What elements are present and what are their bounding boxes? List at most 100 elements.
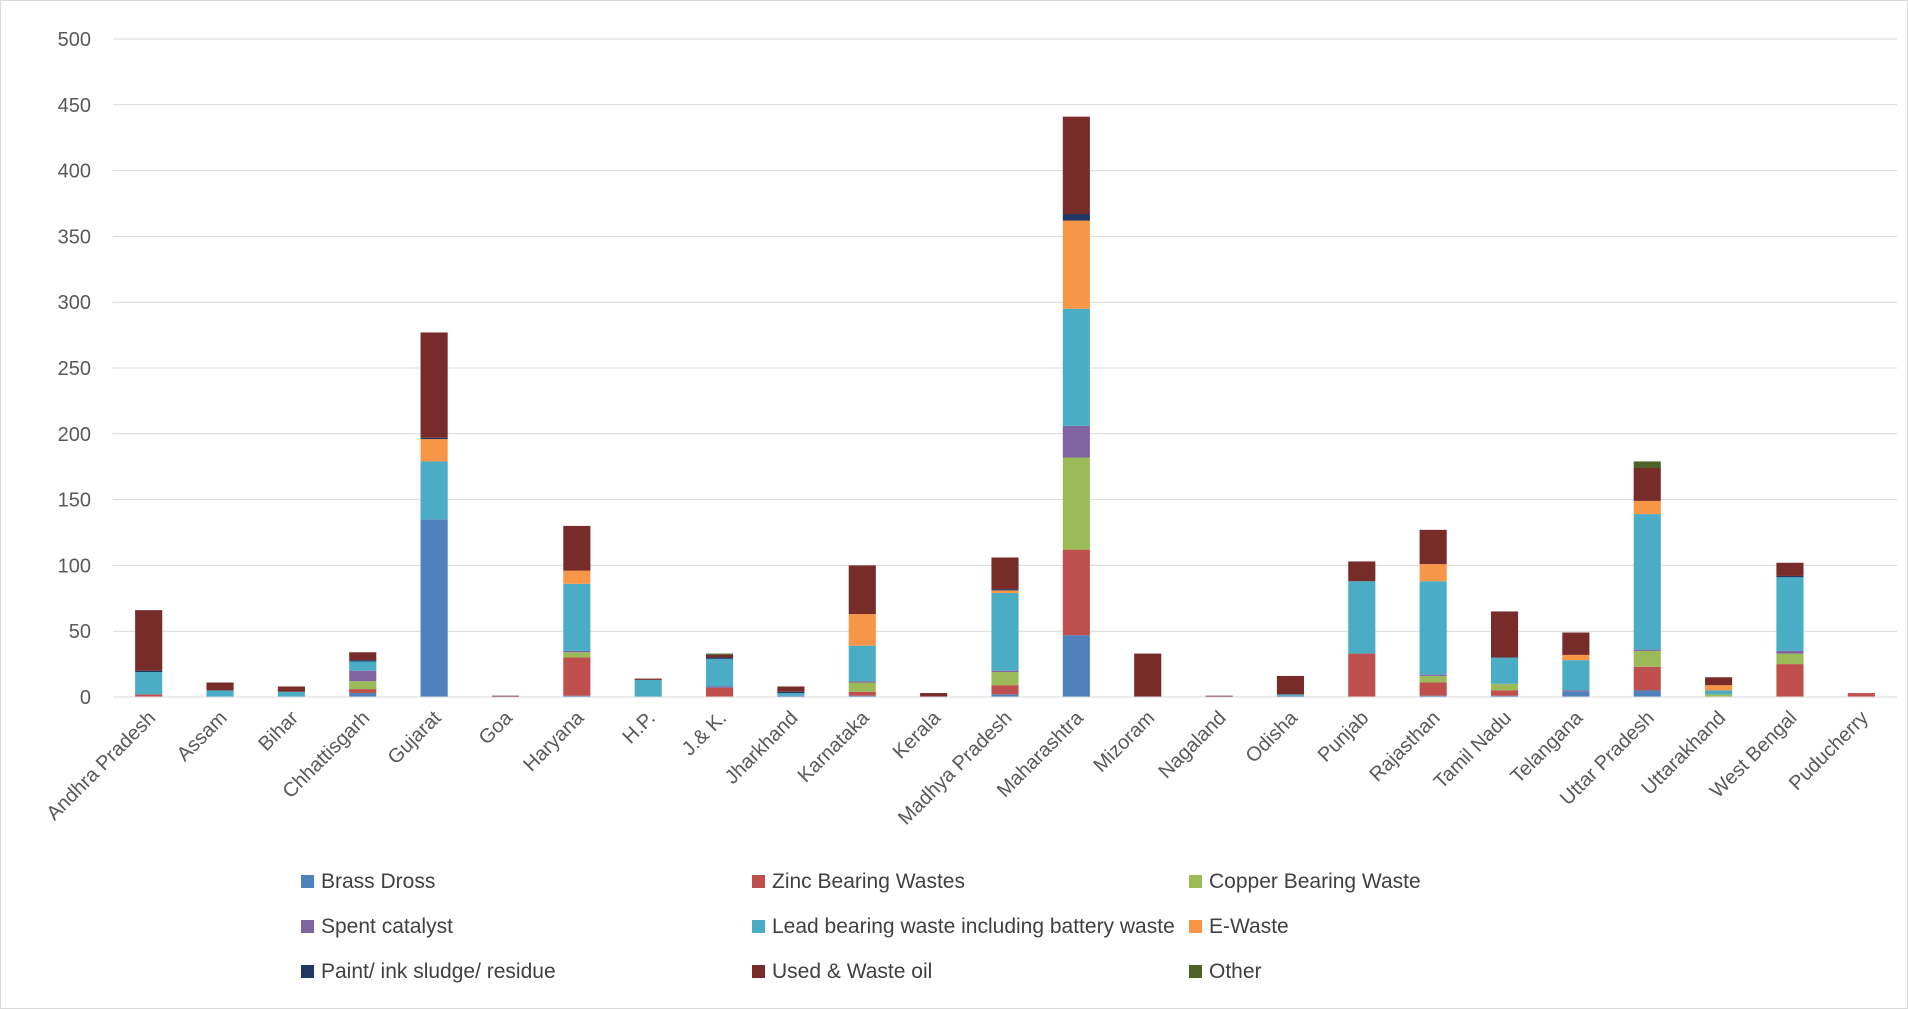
bar-segment	[135, 670, 163, 672]
bar-segment	[1348, 653, 1376, 697]
bar-segment	[991, 589, 1019, 591]
x-tick-label: Tamil Nadu	[1430, 707, 1516, 793]
bar-segment	[1705, 677, 1733, 686]
bar-segment	[1134, 653, 1162, 697]
bar-segment	[1419, 529, 1447, 565]
gridlines	[113, 38, 1897, 632]
bar-segment	[420, 519, 448, 697]
bar-segment	[1419, 675, 1447, 683]
bar-segment	[420, 332, 448, 438]
bar-segment	[206, 682, 234, 691]
legend-label: Copper Bearing Waste	[1209, 870, 1421, 893]
bar-segment	[1419, 564, 1447, 582]
bar-segment	[1062, 214, 1090, 221]
bar-segment	[1062, 308, 1090, 426]
bar-segment	[777, 693, 805, 696]
y-tick-label: 250	[58, 358, 91, 380]
bar-segment	[1562, 632, 1590, 655]
x-tick-label: Assam	[173, 707, 232, 766]
bar-segment	[991, 557, 1019, 590]
bar-segment	[848, 681, 876, 683]
bar-segment	[1062, 457, 1090, 550]
bar-segment	[1562, 690, 1590, 692]
bar-segment	[135, 671, 163, 695]
bar-segment	[848, 695, 876, 697]
bar-segment	[1062, 220, 1090, 309]
bar-segment	[135, 694, 163, 697]
y-tick-label: 400	[58, 161, 91, 183]
legend-swatch	[752, 920, 765, 933]
bar-segment	[1276, 694, 1304, 696]
y-tick-label: 50	[69, 621, 91, 643]
legend-label: Other	[1209, 960, 1262, 983]
y-tick-label: 100	[58, 555, 91, 577]
bar-segment	[991, 593, 1019, 671]
bar-segment	[1419, 682, 1447, 696]
bar-segment	[1776, 650, 1804, 654]
bar-segment	[706, 687, 734, 697]
bar-segment	[1276, 675, 1304, 695]
bar-segment	[1633, 690, 1661, 697]
bars	[135, 116, 1875, 697]
bar-segment	[491, 695, 520, 697]
legend-swatch	[1189, 875, 1202, 888]
bar-segment	[1562, 654, 1590, 661]
bar-segment	[1776, 664, 1804, 697]
bar-segment	[1633, 468, 1661, 501]
bar-segment	[1562, 660, 1590, 691]
x-tick-label: Nagaland	[1155, 707, 1231, 783]
bar-segment	[1633, 650, 1661, 667]
x-tick-label: Mizoram	[1089, 707, 1159, 777]
x-tick-label: Karnataka	[794, 706, 875, 787]
legend-swatch	[301, 875, 314, 888]
x-tick-label: J.& K.	[678, 707, 731, 760]
bar-segment	[706, 657, 734, 659]
bar-segment	[1348, 581, 1376, 654]
bar-segment	[349, 670, 377, 682]
bar-segment	[777, 686, 805, 692]
legend: Brass Dross Zinc Bearing Wastes Copper Bea…	[301, 870, 1421, 983]
bar-segment	[420, 439, 448, 462]
bar-segment	[1705, 685, 1733, 691]
bar-segment	[1776, 577, 1804, 651]
bar-segment	[706, 653, 734, 655]
bar-segment	[277, 686, 305, 692]
x-tick-label: Goa	[475, 706, 518, 749]
bar-segment	[349, 652, 377, 661]
bar-segment	[349, 660, 377, 662]
legend-swatch	[752, 965, 765, 978]
bar-segment	[706, 686, 734, 688]
bar-segment	[920, 693, 948, 697]
x-tick-label: Haryana	[519, 706, 589, 776]
y-axis-ticks: 0 50 100 150 200 250 300 350 400 450 500	[58, 29, 91, 709]
bar-segment	[349, 693, 377, 697]
bar-segment	[848, 614, 876, 646]
bar-segment	[1776, 653, 1804, 665]
bar-segment	[1062, 549, 1090, 636]
bar-segment	[1490, 690, 1519, 696]
bar-segment	[1633, 649, 1661, 651]
bar-segment	[706, 654, 734, 658]
bar-segment	[634, 679, 662, 697]
bar-segment	[991, 670, 1019, 672]
bar-segment	[563, 525, 591, 571]
bar-segment	[777, 695, 805, 697]
bar-segment	[991, 590, 1019, 594]
legend-label: Paint/ ink sludge/ residue	[321, 960, 556, 983]
legend-label: Brass Dross	[321, 870, 435, 893]
bar-segment	[1419, 581, 1447, 675]
bar-segment	[991, 685, 1019, 695]
bar-segment	[1633, 461, 1661, 469]
y-tick-label: 0	[80, 687, 91, 709]
legend-swatch	[1189, 965, 1202, 978]
bar-segment	[1062, 425, 1090, 458]
legend-label: E-Waste	[1209, 915, 1289, 938]
bar-segment	[634, 678, 662, 680]
legend-swatch	[301, 965, 314, 978]
bar-segment	[848, 682, 876, 692]
bar-segment	[1705, 694, 1733, 697]
bar-segment	[563, 570, 591, 584]
bar-segment	[1633, 666, 1661, 691]
x-tick-label: Andhra Pradesh	[42, 707, 160, 825]
